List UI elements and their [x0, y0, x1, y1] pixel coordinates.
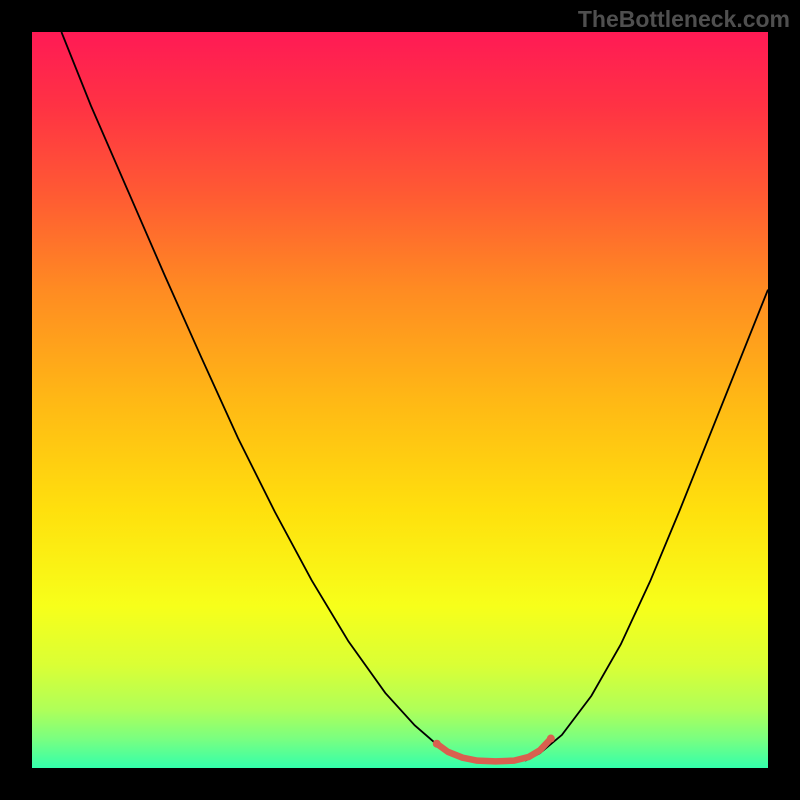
bottom-marker-dot [547, 735, 555, 743]
plot-area [32, 32, 768, 768]
curve-right [525, 290, 768, 761]
curve-overlay [32, 32, 768, 768]
bottom-marker-dot [433, 740, 441, 748]
curve-left [61, 32, 473, 761]
bottom-marker [437, 739, 551, 762]
watermark-text: TheBottleneck.com [578, 6, 790, 33]
chart-container: TheBottleneck.com [0, 0, 800, 800]
